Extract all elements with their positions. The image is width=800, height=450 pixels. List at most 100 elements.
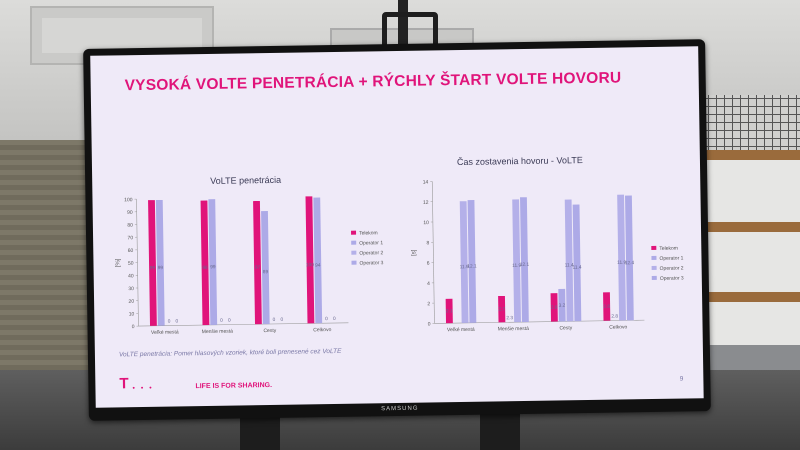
- data-label: 94: [315, 263, 321, 269]
- mount-rod: [398, 0, 408, 60]
- bar: [625, 195, 634, 321]
- legend-swatch: [651, 255, 657, 261]
- data-label: 0: [325, 316, 328, 322]
- bar: [512, 199, 521, 323]
- y-tick-label: 90: [127, 210, 133, 216]
- data-label: 0: [333, 316, 336, 322]
- bar: [603, 292, 611, 321]
- bar: [148, 200, 157, 326]
- legend-label: Operator 3: [359, 260, 383, 266]
- bar: [558, 288, 566, 322]
- x-tick-label: Cesty: [559, 325, 572, 331]
- data-label: 0: [273, 317, 276, 323]
- data-label: 2.7: [498, 306, 505, 312]
- y-tick-label: 8: [426, 240, 429, 246]
- y-tick-label: 20: [128, 299, 134, 305]
- data-label: 99: [158, 265, 164, 271]
- bar: [261, 210, 270, 325]
- data-label: 12.4: [625, 260, 635, 266]
- bar: [155, 199, 165, 326]
- y-axis: [431, 181, 435, 324]
- legend-swatch: [351, 250, 357, 255]
- logo-dots: • • •: [132, 384, 154, 393]
- x-tick-label: Menšie mestá: [202, 329, 233, 335]
- legend-swatch: [651, 265, 657, 271]
- data-label: 12.1: [467, 264, 477, 270]
- legend-swatch: [351, 240, 357, 245]
- y-axis-label: [%]: [115, 258, 121, 267]
- stand-leg: [480, 410, 520, 450]
- data-label: 98: [202, 265, 208, 271]
- x-tick-label: Celkovo: [313, 327, 331, 333]
- data-label: 0: [280, 317, 283, 323]
- y-tick-label: 70: [127, 235, 133, 241]
- x-tick-label: Menšie mestá: [498, 326, 529, 332]
- data-label: 89: [263, 269, 269, 275]
- data-label: 2.8: [611, 314, 618, 320]
- legend-swatch: [351, 230, 357, 235]
- data-label: 11.9: [512, 263, 521, 269]
- legend-swatch: [351, 260, 357, 265]
- bar: [208, 199, 218, 325]
- slide-title: VYSOKÁ VOLTE PENETRÁCIA + RÝCHLY ŠTART V…: [124, 69, 622, 95]
- data-label: 100: [306, 262, 314, 268]
- x-tick-label: Celkovo: [609, 324, 627, 330]
- data-label: 2.8: [603, 304, 610, 310]
- y-axis: [136, 199, 139, 327]
- y-tick-label: 80: [127, 223, 133, 229]
- legend-label: Operator 1: [359, 240, 383, 246]
- y-tick-label: 40: [128, 273, 134, 279]
- legend-label: Telekom: [359, 230, 378, 236]
- tv-frame: VYSOKÁ VOLTE PENETRÁCIA + RÝCHLY ŠTART V…: [83, 39, 711, 421]
- shelf: [700, 292, 800, 302]
- y-tick-label: 14: [423, 180, 429, 186]
- legend-label: Operator 2: [359, 250, 383, 256]
- data-label: 0: [168, 319, 171, 325]
- x-tick-label: Veľké mestá: [151, 329, 179, 335]
- data-label: 97: [255, 265, 261, 271]
- data-label: 3.2: [559, 303, 566, 309]
- data-label: 2.3: [506, 315, 513, 321]
- data-label: 2.1: [446, 308, 453, 314]
- y-tick-label: 50: [128, 261, 134, 267]
- shelf: [700, 150, 800, 160]
- footnote: VoLTE penetrácia: Pomer hlasových vzorie…: [118, 347, 342, 359]
- bar: [445, 298, 453, 324]
- bar: [498, 295, 506, 323]
- telekom-logo: T: [119, 375, 129, 393]
- y-tick-label: 0: [132, 324, 135, 330]
- data-label: 11.4: [565, 262, 574, 268]
- y-axis-label: [s]: [411, 249, 417, 256]
- y-tick-label: 60: [128, 248, 134, 254]
- x-tick-label: Veľké mestá: [447, 327, 475, 333]
- x-tick-label: Cesty: [263, 328, 276, 334]
- data-label: 11.4: [573, 265, 582, 271]
- y-tick-label: 12: [423, 200, 429, 206]
- legend-label: Operator 1: [659, 256, 683, 262]
- y-tick-label: 4: [427, 281, 430, 287]
- chart-2-title: Čas zostavenia hovoru - VoLTE: [456, 155, 583, 168]
- data-label: 11.9: [617, 260, 626, 266]
- bar: [520, 197, 529, 323]
- bar: [305, 196, 315, 324]
- y-tick-label: 30: [128, 286, 134, 292]
- bar: [467, 200, 477, 323]
- y-tick-label: 2: [427, 301, 430, 307]
- bar: [200, 200, 210, 326]
- bar: [572, 204, 582, 322]
- legend-label: Telekom: [659, 246, 678, 252]
- bar: [564, 199, 574, 322]
- y-tick-label: 0: [428, 321, 431, 327]
- bar: [313, 197, 323, 324]
- data-label: 12.1: [520, 262, 530, 268]
- data-label: 0: [228, 318, 231, 324]
- wall-left: [0, 140, 100, 370]
- y-tick-label: 6: [427, 261, 430, 267]
- data-label: 99: [150, 265, 156, 271]
- chart-1-title: VoLTE penetrácia: [210, 174, 282, 186]
- legend-label: Operator 2: [660, 266, 684, 272]
- legend-label: Operator 3: [660, 275, 684, 281]
- page-number: 9: [679, 375, 684, 383]
- bar: [253, 200, 262, 325]
